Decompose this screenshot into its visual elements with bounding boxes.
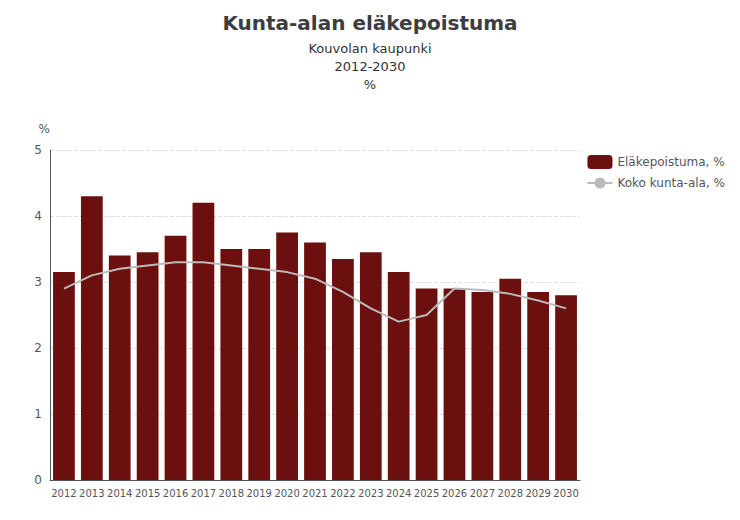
svg-text:2019: 2019 bbox=[246, 488, 271, 499]
svg-text:4: 4 bbox=[34, 209, 42, 223]
svg-text:5: 5 bbox=[34, 143, 42, 157]
svg-text:2012-2030: 2012-2030 bbox=[335, 59, 406, 74]
svg-text:2024: 2024 bbox=[386, 488, 411, 499]
svg-text:2022: 2022 bbox=[330, 488, 355, 499]
svg-text:2026: 2026 bbox=[442, 488, 467, 499]
svg-text:2013: 2013 bbox=[79, 488, 104, 499]
svg-text:2025: 2025 bbox=[414, 488, 439, 499]
svg-text:2015: 2015 bbox=[135, 488, 160, 499]
svg-text:1: 1 bbox=[34, 407, 42, 421]
svg-text:2014: 2014 bbox=[107, 488, 132, 499]
svg-text:2030: 2030 bbox=[553, 488, 578, 499]
svg-text:2023: 2023 bbox=[358, 488, 383, 499]
svg-text:%: % bbox=[364, 77, 376, 92]
svg-text:2: 2 bbox=[34, 341, 42, 355]
svg-text:2016: 2016 bbox=[163, 488, 188, 499]
svg-text:2012: 2012 bbox=[51, 488, 76, 499]
svg-text:Eläkepoistuma, %: Eläkepoistuma, % bbox=[617, 155, 724, 169]
svg-text:2020: 2020 bbox=[274, 488, 299, 499]
svg-text:2028: 2028 bbox=[498, 488, 523, 499]
svg-text:Kouvolan kaupunki: Kouvolan kaupunki bbox=[308, 41, 431, 56]
svg-text:2027: 2027 bbox=[470, 488, 495, 499]
svg-text:0: 0 bbox=[34, 473, 42, 487]
svg-text:2018: 2018 bbox=[219, 488, 244, 499]
svg-text:2021: 2021 bbox=[302, 488, 327, 499]
svg-text:Koko kunta-ala, %: Koko kunta-ala, % bbox=[617, 176, 725, 190]
svg-text:2029: 2029 bbox=[525, 488, 550, 499]
svg-text:3: 3 bbox=[34, 275, 42, 289]
svg-text:2017: 2017 bbox=[191, 488, 216, 499]
svg-text:Kunta-alan eläkepoistuma: Kunta-alan eläkepoistuma bbox=[222, 11, 517, 35]
svg-text:%: % bbox=[39, 122, 50, 136]
